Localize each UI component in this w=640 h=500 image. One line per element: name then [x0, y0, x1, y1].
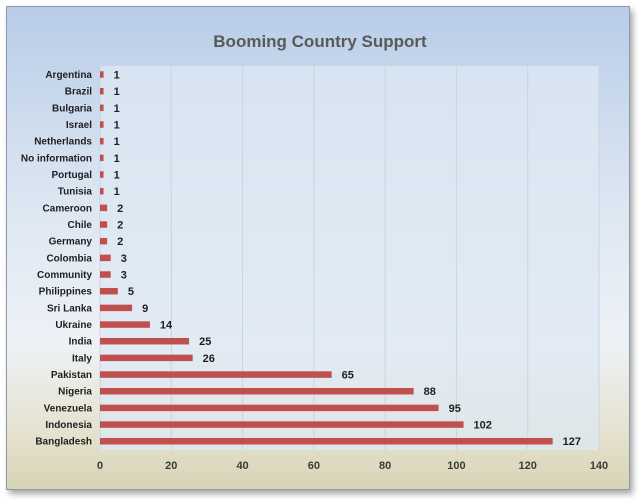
x-tick-label: 20 [165, 460, 177, 472]
bar [100, 171, 104, 178]
grid-lines [99, 66, 600, 450]
value-label: 127 [563, 436, 581, 448]
value-label: 2 [117, 220, 123, 232]
value-label: 1 [114, 153, 120, 165]
x-tick-label: 120 [519, 460, 537, 472]
category-label: Argentina [45, 70, 92, 81]
value-label: 1 [114, 136, 120, 148]
category-label: Indonesia [45, 420, 92, 431]
category-label: Nigeria [58, 387, 92, 398]
category-label: Venezuela [44, 403, 93, 414]
bar [100, 154, 104, 162]
x-tick-label: 100 [447, 460, 465, 472]
bar [100, 87, 104, 95]
bar [100, 437, 553, 445]
bar [100, 121, 104, 128]
category-label: Ukraine [55, 320, 92, 331]
bar [100, 404, 439, 412]
value-label: 1 [114, 70, 120, 82]
x-tick-label: 60 [308, 460, 320, 472]
plot-area [100, 66, 599, 450]
x-tick-label: 0 [97, 460, 103, 472]
bar [100, 137, 104, 145]
category-labels: Argentina Brazil Bulgaria Israel Netherlands… [21, 70, 93, 448]
value-label: 5 [128, 286, 134, 298]
value-label: 1 [114, 186, 120, 198]
value-label: 3 [121, 270, 127, 282]
bar [100, 271, 111, 278]
category-label: Germany [49, 237, 93, 248]
bars [100, 71, 553, 445]
bar [100, 354, 193, 362]
x-axis-ticks: 0 20 40 60 80 100 120 140 [97, 460, 608, 472]
category-label: Cameroon [43, 203, 92, 214]
value-label: 102 [474, 420, 492, 432]
bar [100, 221, 108, 228]
category-label: Portugal [51, 170, 92, 181]
value-label: 9 [142, 303, 148, 315]
x-tick-label: 40 [236, 460, 248, 472]
x-tick-label: 80 [379, 460, 391, 472]
category-label: India [69, 337, 93, 348]
bar [100, 337, 190, 345]
bar [100, 371, 332, 378]
category-label: Philippines [39, 287, 93, 298]
value-label: 25 [199, 336, 211, 348]
category-label: Colombia [46, 253, 92, 264]
category-label: Bulgaria [52, 103, 92, 114]
bar [100, 71, 104, 78]
value-label: 1 [114, 120, 120, 132]
category-label: Netherlands [34, 137, 92, 148]
category-label: Chile [68, 220, 93, 231]
category-label: Pakistan [51, 370, 92, 381]
bar [100, 254, 111, 262]
category-label: Bangladesh [35, 437, 92, 448]
value-label: 95 [449, 403, 461, 415]
x-tick-label: 140 [590, 460, 608, 472]
value-label: 1 [114, 103, 120, 115]
value-label: 2 [117, 203, 123, 215]
category-label: Tunisia [58, 187, 93, 198]
value-label: 3 [121, 253, 127, 265]
category-label: Sri Lanka [47, 303, 92, 314]
bar [100, 204, 108, 212]
value-label: 2 [117, 236, 123, 248]
bar [100, 304, 133, 312]
bar [100, 237, 108, 245]
value-label: 1 [114, 86, 120, 98]
value-label: 88 [424, 386, 436, 398]
value-label: 14 [160, 320, 173, 332]
category-label: Israel [66, 120, 92, 131]
category-label: Community [37, 270, 92, 281]
value-label: 65 [342, 370, 354, 382]
bar [100, 104, 104, 112]
category-label: No information [21, 153, 92, 164]
value-label: 26 [203, 353, 215, 365]
bar [100, 421, 464, 428]
bar [100, 387, 414, 395]
bar [100, 187, 104, 195]
category-label: Brazil [65, 87, 92, 98]
bar [100, 287, 118, 295]
value-label: 1 [114, 170, 120, 182]
category-label: Italy [72, 353, 92, 364]
bar [100, 321, 150, 328]
chart-title: Booming Country Support [213, 32, 427, 51]
